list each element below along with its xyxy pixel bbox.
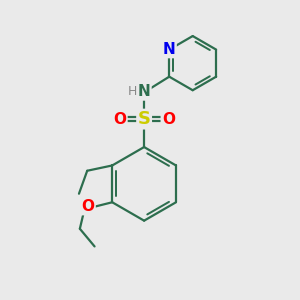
Text: S: S <box>138 110 151 128</box>
Text: O: O <box>113 112 127 127</box>
Text: O: O <box>162 112 175 127</box>
Text: O: O <box>82 199 94 214</box>
Text: N: N <box>163 42 175 57</box>
Text: H: H <box>128 85 138 98</box>
Text: N: N <box>138 85 151 100</box>
